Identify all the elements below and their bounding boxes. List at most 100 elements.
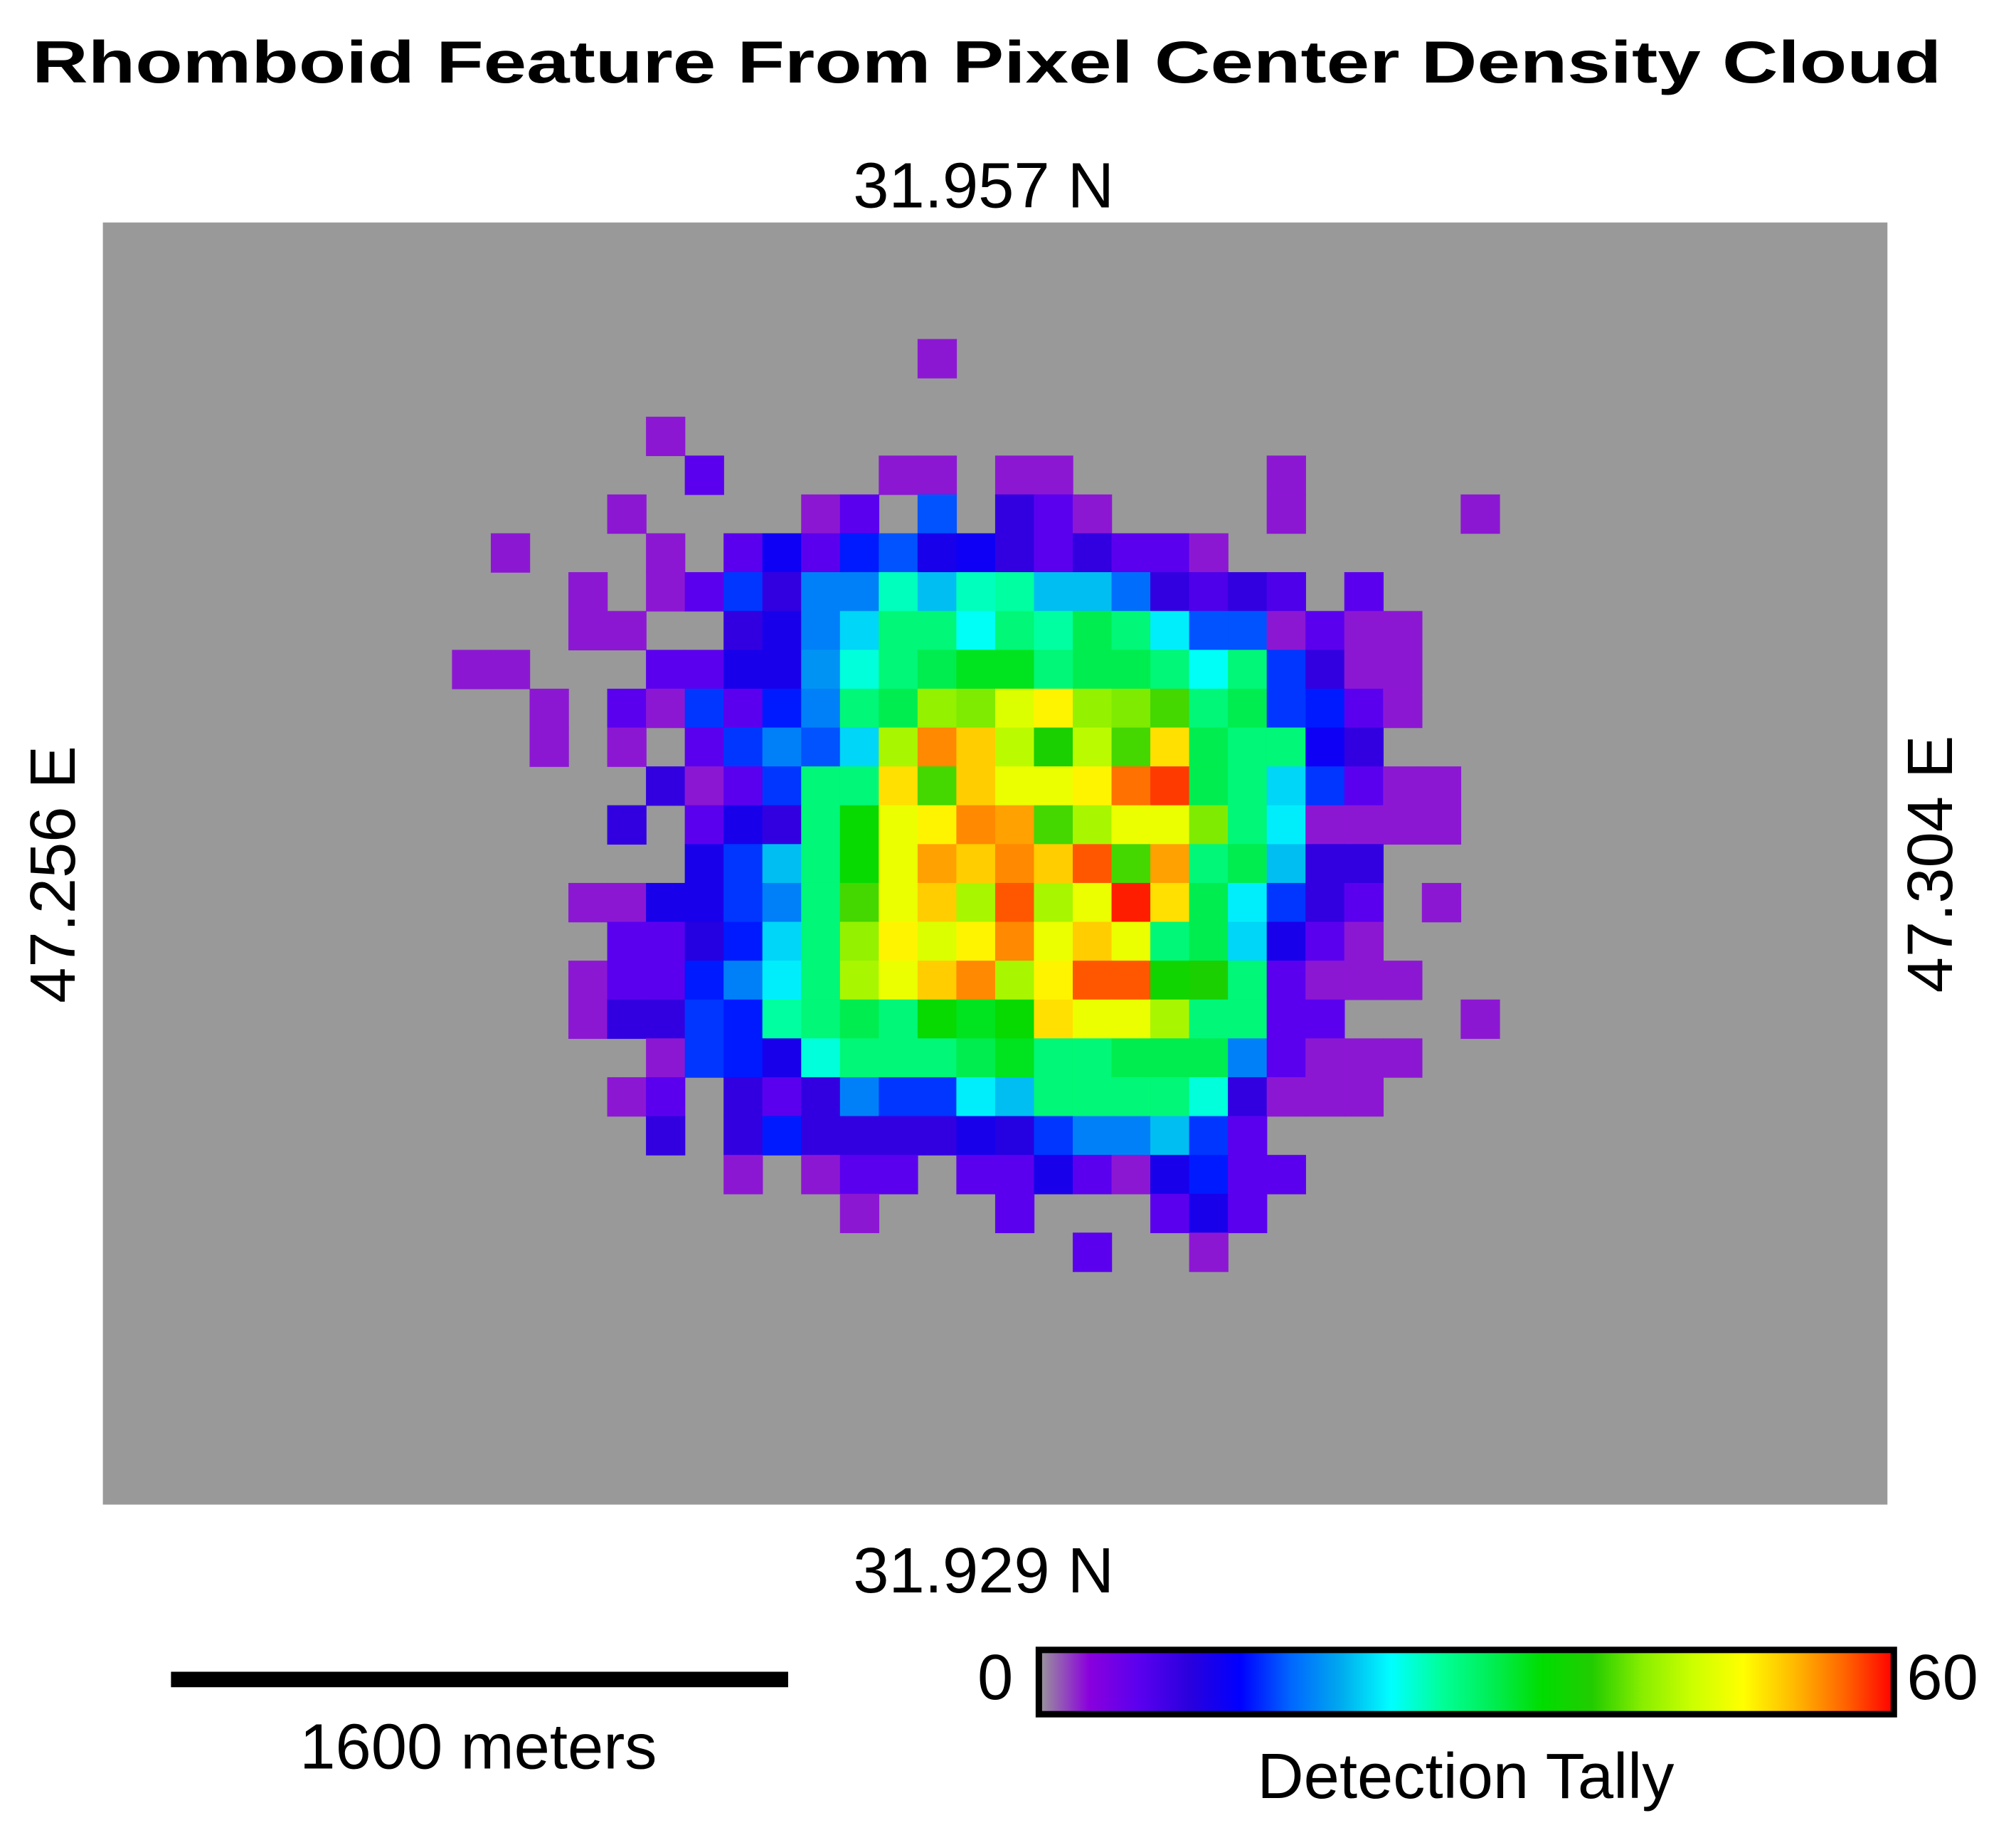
density-cell bbox=[1150, 610, 1190, 651]
density-cell bbox=[1072, 650, 1113, 689]
density-cell bbox=[879, 688, 918, 729]
density-cell bbox=[684, 999, 724, 1040]
density-cell bbox=[1228, 650, 1268, 689]
density-cell bbox=[1034, 1077, 1073, 1117]
density-cell bbox=[839, 999, 880, 1040]
density-cell bbox=[994, 1077, 1035, 1117]
density-cell bbox=[490, 533, 531, 573]
density-cell bbox=[1150, 766, 1190, 806]
density-cell bbox=[1228, 572, 1268, 612]
density-cell bbox=[723, 999, 763, 1040]
density-cell bbox=[994, 1193, 1035, 1234]
density-cell bbox=[1189, 961, 1229, 1000]
density-cell bbox=[917, 572, 957, 612]
density-cell bbox=[1034, 1038, 1073, 1078]
density-cell bbox=[607, 999, 647, 1040]
density-cell bbox=[1228, 727, 1268, 767]
density-cell bbox=[956, 844, 996, 884]
density-cell bbox=[762, 1077, 802, 1117]
density-cell bbox=[1305, 921, 1345, 961]
density-cell bbox=[762, 572, 802, 612]
density-cell bbox=[723, 805, 763, 845]
density-cell bbox=[1344, 921, 1384, 961]
density-cell bbox=[684, 688, 724, 729]
density-cell bbox=[1034, 494, 1073, 534]
density-cell bbox=[801, 1155, 841, 1195]
density-cell bbox=[1305, 610, 1345, 651]
density-cell bbox=[1072, 766, 1113, 806]
density-cell bbox=[762, 533, 802, 573]
density-cell bbox=[1189, 1193, 1229, 1234]
density-cell bbox=[1460, 999, 1500, 1040]
density-cell bbox=[1111, 921, 1151, 961]
density-cell bbox=[1072, 1038, 1113, 1078]
density-cell bbox=[917, 1116, 957, 1156]
density-cell bbox=[1266, 1038, 1306, 1078]
colorbar bbox=[1035, 1646, 1897, 1718]
density-cell bbox=[646, 650, 686, 689]
density-cell bbox=[1228, 1116, 1268, 1156]
density-cell bbox=[1072, 1116, 1113, 1156]
density-cell bbox=[1344, 766, 1384, 806]
density-cell bbox=[801, 766, 841, 806]
density-cell bbox=[1150, 921, 1190, 961]
density-cell bbox=[1034, 805, 1073, 845]
north-label: 31.957 N bbox=[853, 149, 1114, 221]
density-cell bbox=[762, 805, 802, 845]
density-cell bbox=[1421, 766, 1462, 806]
density-cell bbox=[723, 844, 763, 884]
density-cell bbox=[1305, 805, 1345, 845]
density-cell bbox=[723, 1038, 763, 1078]
density-cell bbox=[994, 727, 1035, 767]
density-cell bbox=[1189, 1038, 1229, 1078]
density-cell bbox=[839, 1077, 880, 1117]
density-cell bbox=[1150, 1077, 1190, 1117]
density-cell bbox=[839, 844, 880, 884]
density-cell bbox=[956, 805, 996, 845]
density-cell bbox=[1072, 610, 1113, 651]
density-cell bbox=[917, 961, 957, 1000]
density-cell bbox=[1034, 882, 1073, 923]
density-cell bbox=[1189, 1232, 1229, 1272]
density-cell bbox=[1034, 533, 1073, 573]
density-cell bbox=[762, 921, 802, 961]
density-cell bbox=[1111, 999, 1151, 1040]
density-cell bbox=[1072, 727, 1113, 767]
density-cell bbox=[762, 610, 802, 651]
density-cell bbox=[1189, 533, 1229, 573]
density-cell bbox=[879, 650, 918, 689]
density-cell bbox=[1111, 727, 1151, 767]
density-cell bbox=[1111, 610, 1151, 651]
density-cell bbox=[1150, 882, 1190, 923]
density-cell bbox=[801, 688, 841, 729]
density-cell bbox=[1189, 610, 1229, 651]
density-cell bbox=[1228, 766, 1268, 806]
density-cell bbox=[1189, 766, 1229, 806]
density-cell bbox=[1344, 805, 1384, 845]
density-cell bbox=[1305, 1077, 1345, 1117]
density-cell bbox=[1150, 961, 1190, 1000]
density-cell bbox=[1189, 650, 1229, 689]
density-cell bbox=[917, 844, 957, 884]
density-cell bbox=[1189, 688, 1229, 729]
density-cell bbox=[1344, 688, 1384, 729]
density-cell bbox=[1072, 688, 1113, 729]
density-cell bbox=[1305, 1038, 1345, 1078]
density-cell bbox=[879, 533, 918, 573]
density-cell bbox=[1228, 805, 1268, 845]
density-cell bbox=[994, 572, 1035, 612]
density-cell bbox=[879, 1077, 918, 1117]
density-cell bbox=[1150, 999, 1190, 1040]
density-cell bbox=[917, 650, 957, 689]
density-cell bbox=[956, 610, 996, 651]
density-cell bbox=[684, 727, 724, 767]
density-cell bbox=[801, 727, 841, 767]
density-cell bbox=[1034, 650, 1073, 689]
density-cell bbox=[529, 727, 569, 767]
density-cell bbox=[723, 610, 763, 651]
density-cell bbox=[994, 961, 1035, 1000]
density-cell bbox=[723, 727, 763, 767]
density-cell bbox=[1072, 999, 1113, 1040]
density-cell bbox=[801, 572, 841, 612]
